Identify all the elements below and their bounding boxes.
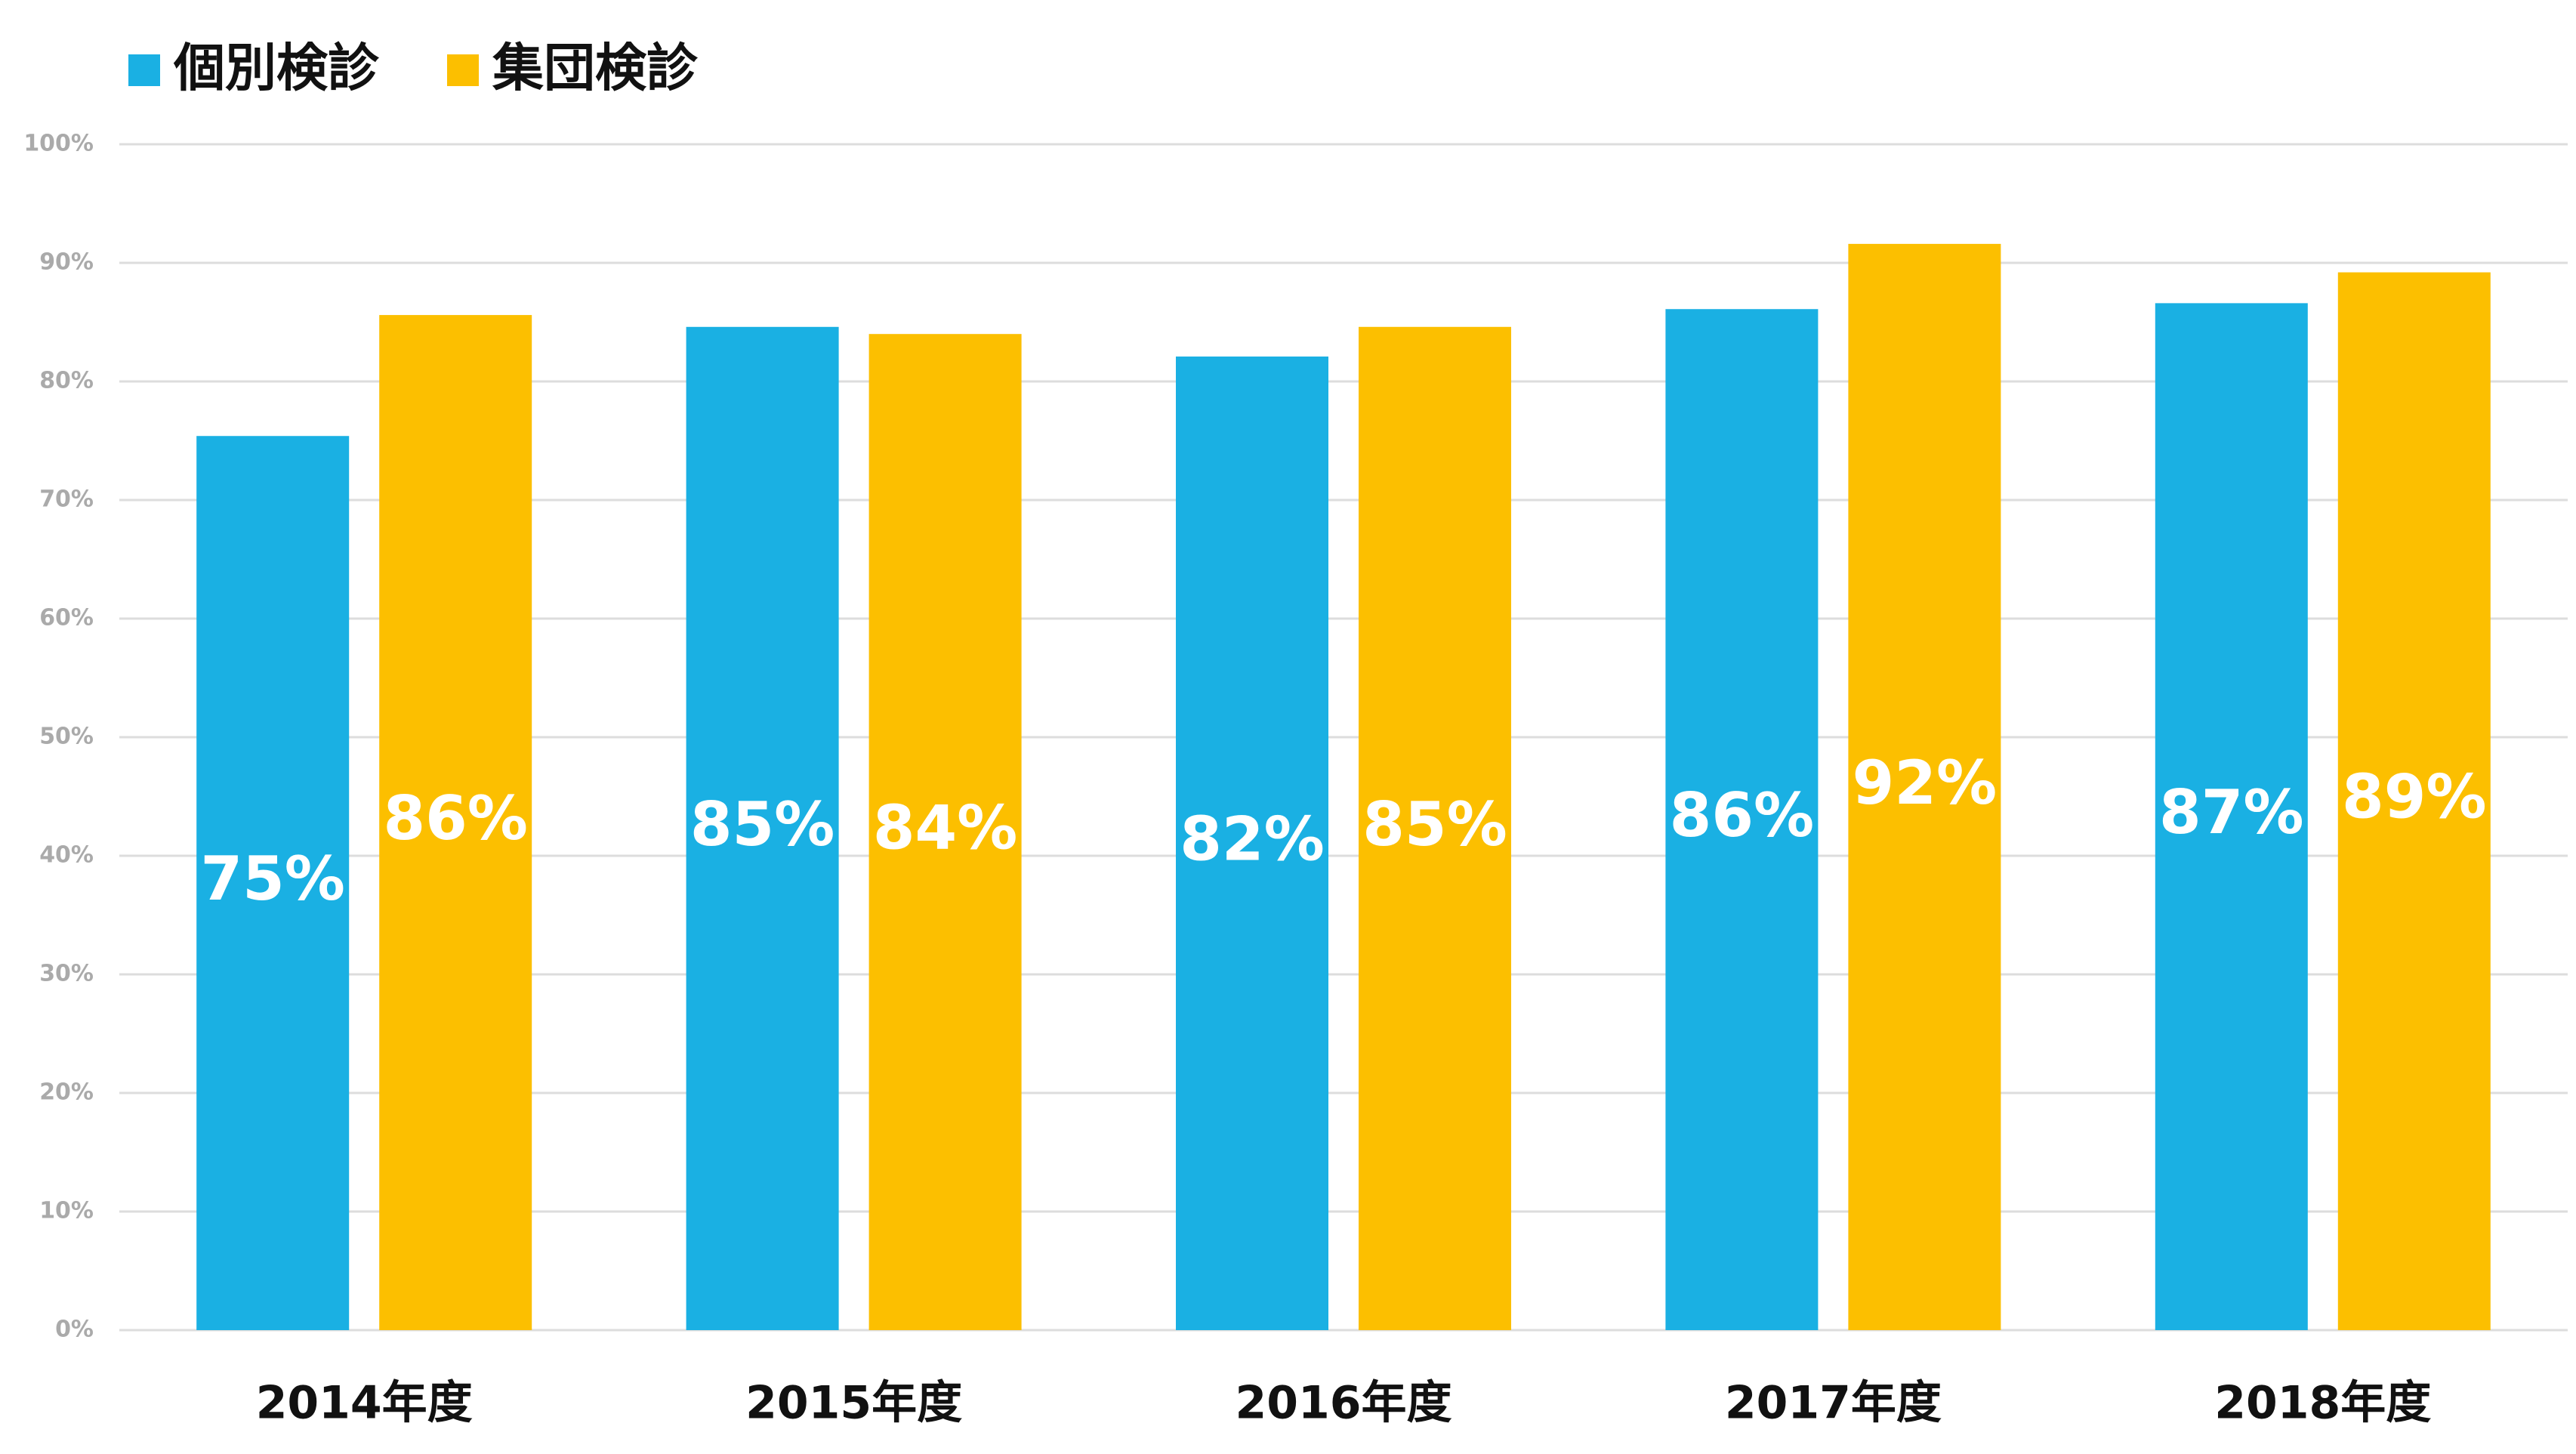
data-label: 75% [200,844,344,914]
data-label: 86% [1670,780,1814,850]
data-label: 92% [1853,748,1997,818]
y-tick-label: 80% [39,368,94,394]
x-tick-label: 2017年度 [1725,1377,1942,1430]
x-tick-label: 2016年度 [1236,1377,1452,1430]
y-tick-label: 100% [23,131,94,157]
legend-label: 集団検診 [492,39,699,99]
legend-swatch [128,54,160,86]
bar [2155,303,2308,1330]
legend-label: 個別検診 [173,39,380,99]
y-tick-label: 10% [39,1198,94,1224]
x-tick-label: 2014年度 [256,1377,473,1430]
legend-swatch [447,54,480,86]
bar [868,334,1022,1331]
data-label: 87% [2159,777,2303,847]
bar [1359,326,1511,1330]
bar [686,326,839,1330]
data-label: 85% [690,789,835,860]
bar [1848,243,2001,1330]
y-tick-label: 40% [39,842,94,869]
bar [379,315,532,1331]
y-tick-label: 60% [39,605,94,631]
data-label: 86% [383,783,527,854]
data-label: 84% [873,793,1017,863]
y-tick-label: 0% [55,1317,94,1343]
bar [1665,309,1819,1331]
data-label: 82% [1180,804,1324,874]
bar [196,436,350,1330]
bar [2337,272,2491,1330]
x-tick-label: 2018年度 [2214,1377,2431,1430]
x-tick-label: 2015年度 [745,1377,962,1430]
bar [1176,357,1328,1330]
data-label: 85% [1362,789,1507,860]
data-label: 89% [2342,762,2486,832]
y-tick-label: 90% [39,249,94,276]
y-tick-label: 20% [39,1079,94,1106]
y-tick-label: 70% [39,486,94,513]
y-tick-label: 50% [39,724,94,750]
y-tick-label: 30% [39,961,94,987]
